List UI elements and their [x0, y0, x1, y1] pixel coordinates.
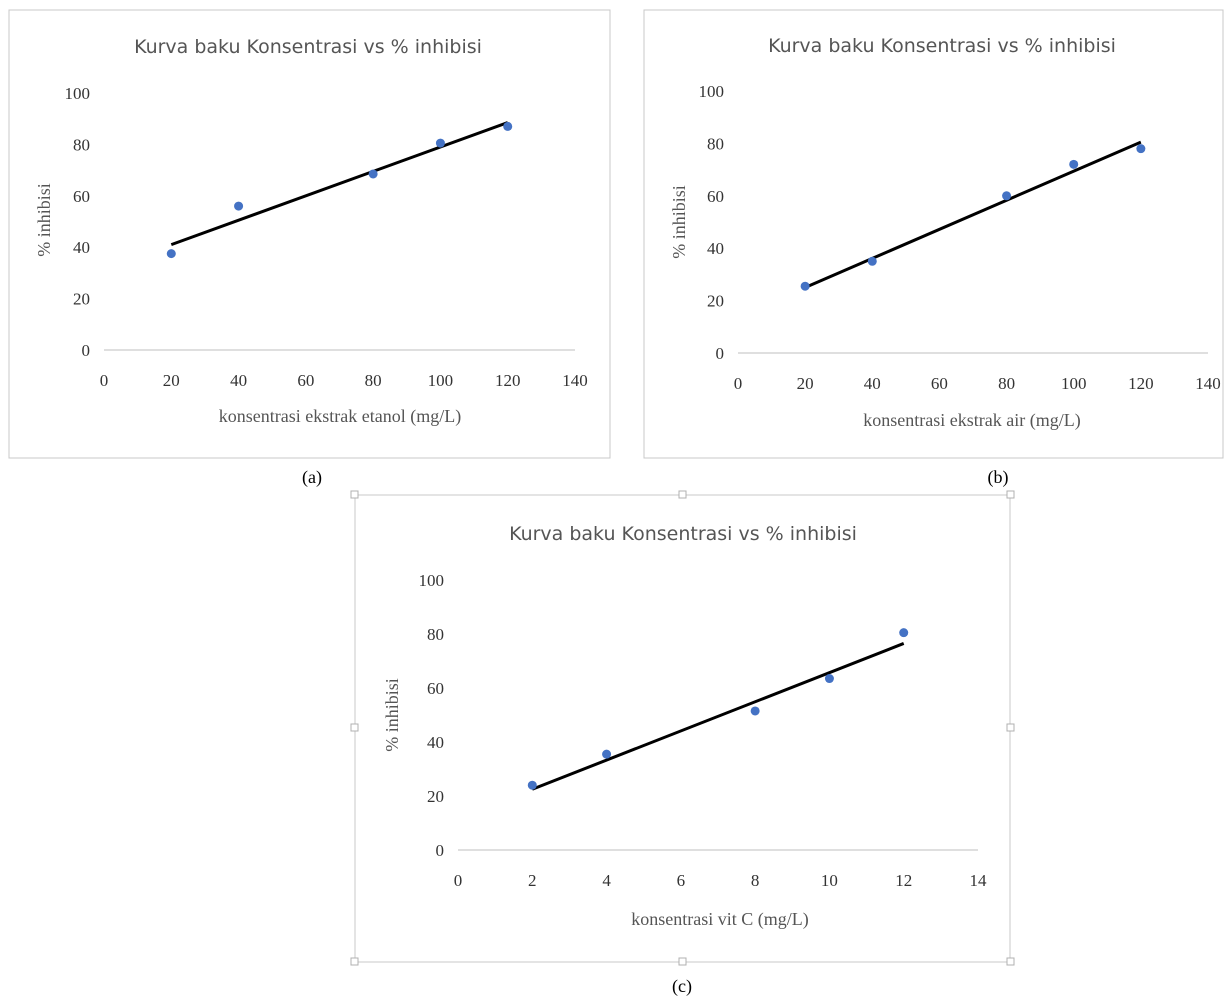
chart-c-frame[interactable] — [354, 494, 1011, 963]
chart-b: Kurva baku Konsentrasi vs % inhibisi 0 20… — [643, 9, 1224, 488]
chart-a-data-point — [503, 121, 513, 131]
chart-b-data-point — [1136, 144, 1146, 154]
chart-c-x-tick-label: 8 — [751, 871, 760, 890]
chart-b-y-tick-label: 20 — [707, 292, 724, 311]
chart-c-trendline — [531, 642, 905, 791]
resize-handle[interactable] — [1006, 723, 1015, 732]
chart-c-x-tick-label: 12 — [895, 871, 912, 890]
chart-c-x-tick-label: 14 — [970, 871, 988, 890]
chart-b-x-tick-label: 100 — [1061, 374, 1087, 393]
chart-b-x-tick-label: 80 — [998, 374, 1015, 393]
chart-b-data-point — [867, 256, 877, 266]
chart-c-x-tick-label: 4 — [602, 871, 611, 890]
chart-b-y-tick-label: 40 — [707, 239, 724, 258]
chart-b-points — [800, 144, 1146, 291]
chart-b-x-tick-label: 120 — [1128, 374, 1154, 393]
chart-b-frame[interactable] — [643, 9, 1224, 459]
chart-c-y-ticks: 0 20 40 60 80 100 — [419, 571, 445, 860]
chart-c-y-tick-label: 80 — [427, 625, 444, 644]
chart-c-y-tick-label: 60 — [427, 679, 444, 698]
chart-c-x-label: konsentrasi vit C (mg/L) — [631, 909, 808, 930]
chart-c-y-tick-label: 100 — [419, 571, 445, 590]
chart-b-x-tick-label: 0 — [734, 374, 743, 393]
resize-handle[interactable] — [1006, 490, 1015, 499]
chart-b-x-tick-label: 20 — [797, 374, 814, 393]
chart-c-points — [527, 628, 909, 790]
chart-c-x-tick-label: 2 — [528, 871, 537, 890]
chart-a-points — [166, 121, 513, 259]
chart-a-data-point — [435, 138, 445, 148]
chart-a-x-tick-label: 40 — [230, 371, 247, 390]
chart-a-trendline — [170, 121, 509, 247]
chart-b-data-point — [1069, 159, 1079, 169]
resize-handle[interactable] — [350, 957, 359, 966]
chart-c-x-tick-label: 0 — [454, 871, 463, 890]
chart-a-data-point — [368, 169, 378, 179]
chart-c-data-point — [824, 674, 834, 684]
chart-c-x-ticks: 0 2 4 6 8 10 12 14 — [454, 871, 987, 890]
chart-b-x-tick-label: 40 — [864, 374, 881, 393]
chart-b-data-point — [1002, 191, 1012, 201]
chart-b-x-ticks: 0 20 40 60 80 100 120 140 — [734, 374, 1221, 393]
chart-a-x-tick-label: 100 — [428, 371, 454, 390]
chart-a-x-tick-label: 60 — [297, 371, 314, 390]
chart-a-x-tick-label: 120 — [495, 371, 521, 390]
chart-b-data-point — [800, 281, 810, 291]
resize-handle[interactable] — [678, 957, 687, 966]
chart-a-caption: (a) — [302, 467, 322, 488]
chart-c-y-tick-label: 0 — [436, 841, 445, 860]
chart-c-data-point — [602, 749, 612, 759]
chart-b-caption: (b) — [988, 467, 1009, 488]
chart-a-x-tick-label: 140 — [562, 371, 588, 390]
chart-b-y-label: % inhibisi — [669, 185, 689, 259]
chart-c-y-label: % inhibisi — [382, 678, 402, 752]
resize-handle[interactable] — [678, 490, 687, 499]
chart-b-y-tick-label: 0 — [716, 344, 725, 363]
chart-a-y-ticks: 0 20 40 60 80 100 — [65, 84, 91, 360]
chart-c-y-tick-label: 40 — [427, 733, 444, 752]
chart-b-x-label: konsentrasi ekstrak air (mg/L) — [863, 410, 1080, 431]
chart-b-y-tick-label: 80 — [707, 134, 724, 153]
chart-b-y-ticks: 0 20 40 60 80 100 — [699, 82, 725, 363]
chart-c-y-tick-label: 20 — [427, 787, 444, 806]
chart-b-trendline — [804, 140, 1142, 289]
chart-c-caption: (c) — [672, 976, 692, 997]
chart-b-x-tick-label: 60 — [931, 374, 948, 393]
chart-b-y-tick-label: 60 — [707, 187, 724, 206]
chart-c-x-tick-label: 10 — [821, 871, 838, 890]
chart-a-data-point — [166, 249, 176, 259]
resize-handle[interactable] — [350, 723, 359, 732]
chart-a-data-point — [234, 201, 244, 211]
chart-a-x-tick-label: 0 — [100, 371, 109, 390]
chart-b-title: Kurva baku Konsentrasi vs % inhibisi — [768, 35, 1116, 57]
chart-c-x-tick-label: 6 — [677, 871, 686, 890]
chart-a-y-tick-label: 20 — [73, 290, 90, 309]
chart-a-y-tick-label: 0 — [82, 341, 91, 360]
chart-c-data-point — [899, 628, 909, 638]
resize-handle[interactable] — [1006, 957, 1015, 966]
chart-c: Kurva baku Konsentrasi vs % inhibisi 020… — [350, 490, 1015, 997]
chart-a-y-label: % inhibisi — [34, 183, 54, 257]
chart-a-x-tick-label: 20 — [163, 371, 180, 390]
chart-c-data-point — [750, 706, 760, 716]
chart-a-x-tick-label: 80 — [365, 371, 382, 390]
chart-a: Kurva baku Konsentrasi vs % inhibisi 0 20… — [8, 9, 611, 488]
chart-c-resize-handles — [350, 490, 1015, 966]
chart-a-frame[interactable] — [8, 9, 611, 459]
chart-a-y-tick-label: 40 — [73, 238, 90, 257]
chart-a-x-label: konsentrasi ekstrak etanol (mg/L) — [219, 406, 461, 427]
chart-b-x-tick-label: 140 — [1195, 374, 1221, 393]
chart-c-title: Kurva baku Konsentrasi vs % inhibisi — [509, 523, 857, 545]
chart-a-y-tick-label: 60 — [73, 187, 90, 206]
chart-a-y-tick-label: 80 — [73, 135, 90, 154]
chart-a-title: Kurva baku Konsentrasi vs % inhibisi — [134, 36, 482, 58]
resize-handle[interactable] — [350, 490, 359, 499]
chart-c-data-point — [527, 780, 537, 790]
chart-a-y-tick-label: 100 — [65, 84, 91, 103]
chart-b-y-tick-label: 100 — [699, 82, 725, 101]
chart-a-x-ticks: 0 20 40 60 80 100 120 140 — [100, 371, 588, 390]
